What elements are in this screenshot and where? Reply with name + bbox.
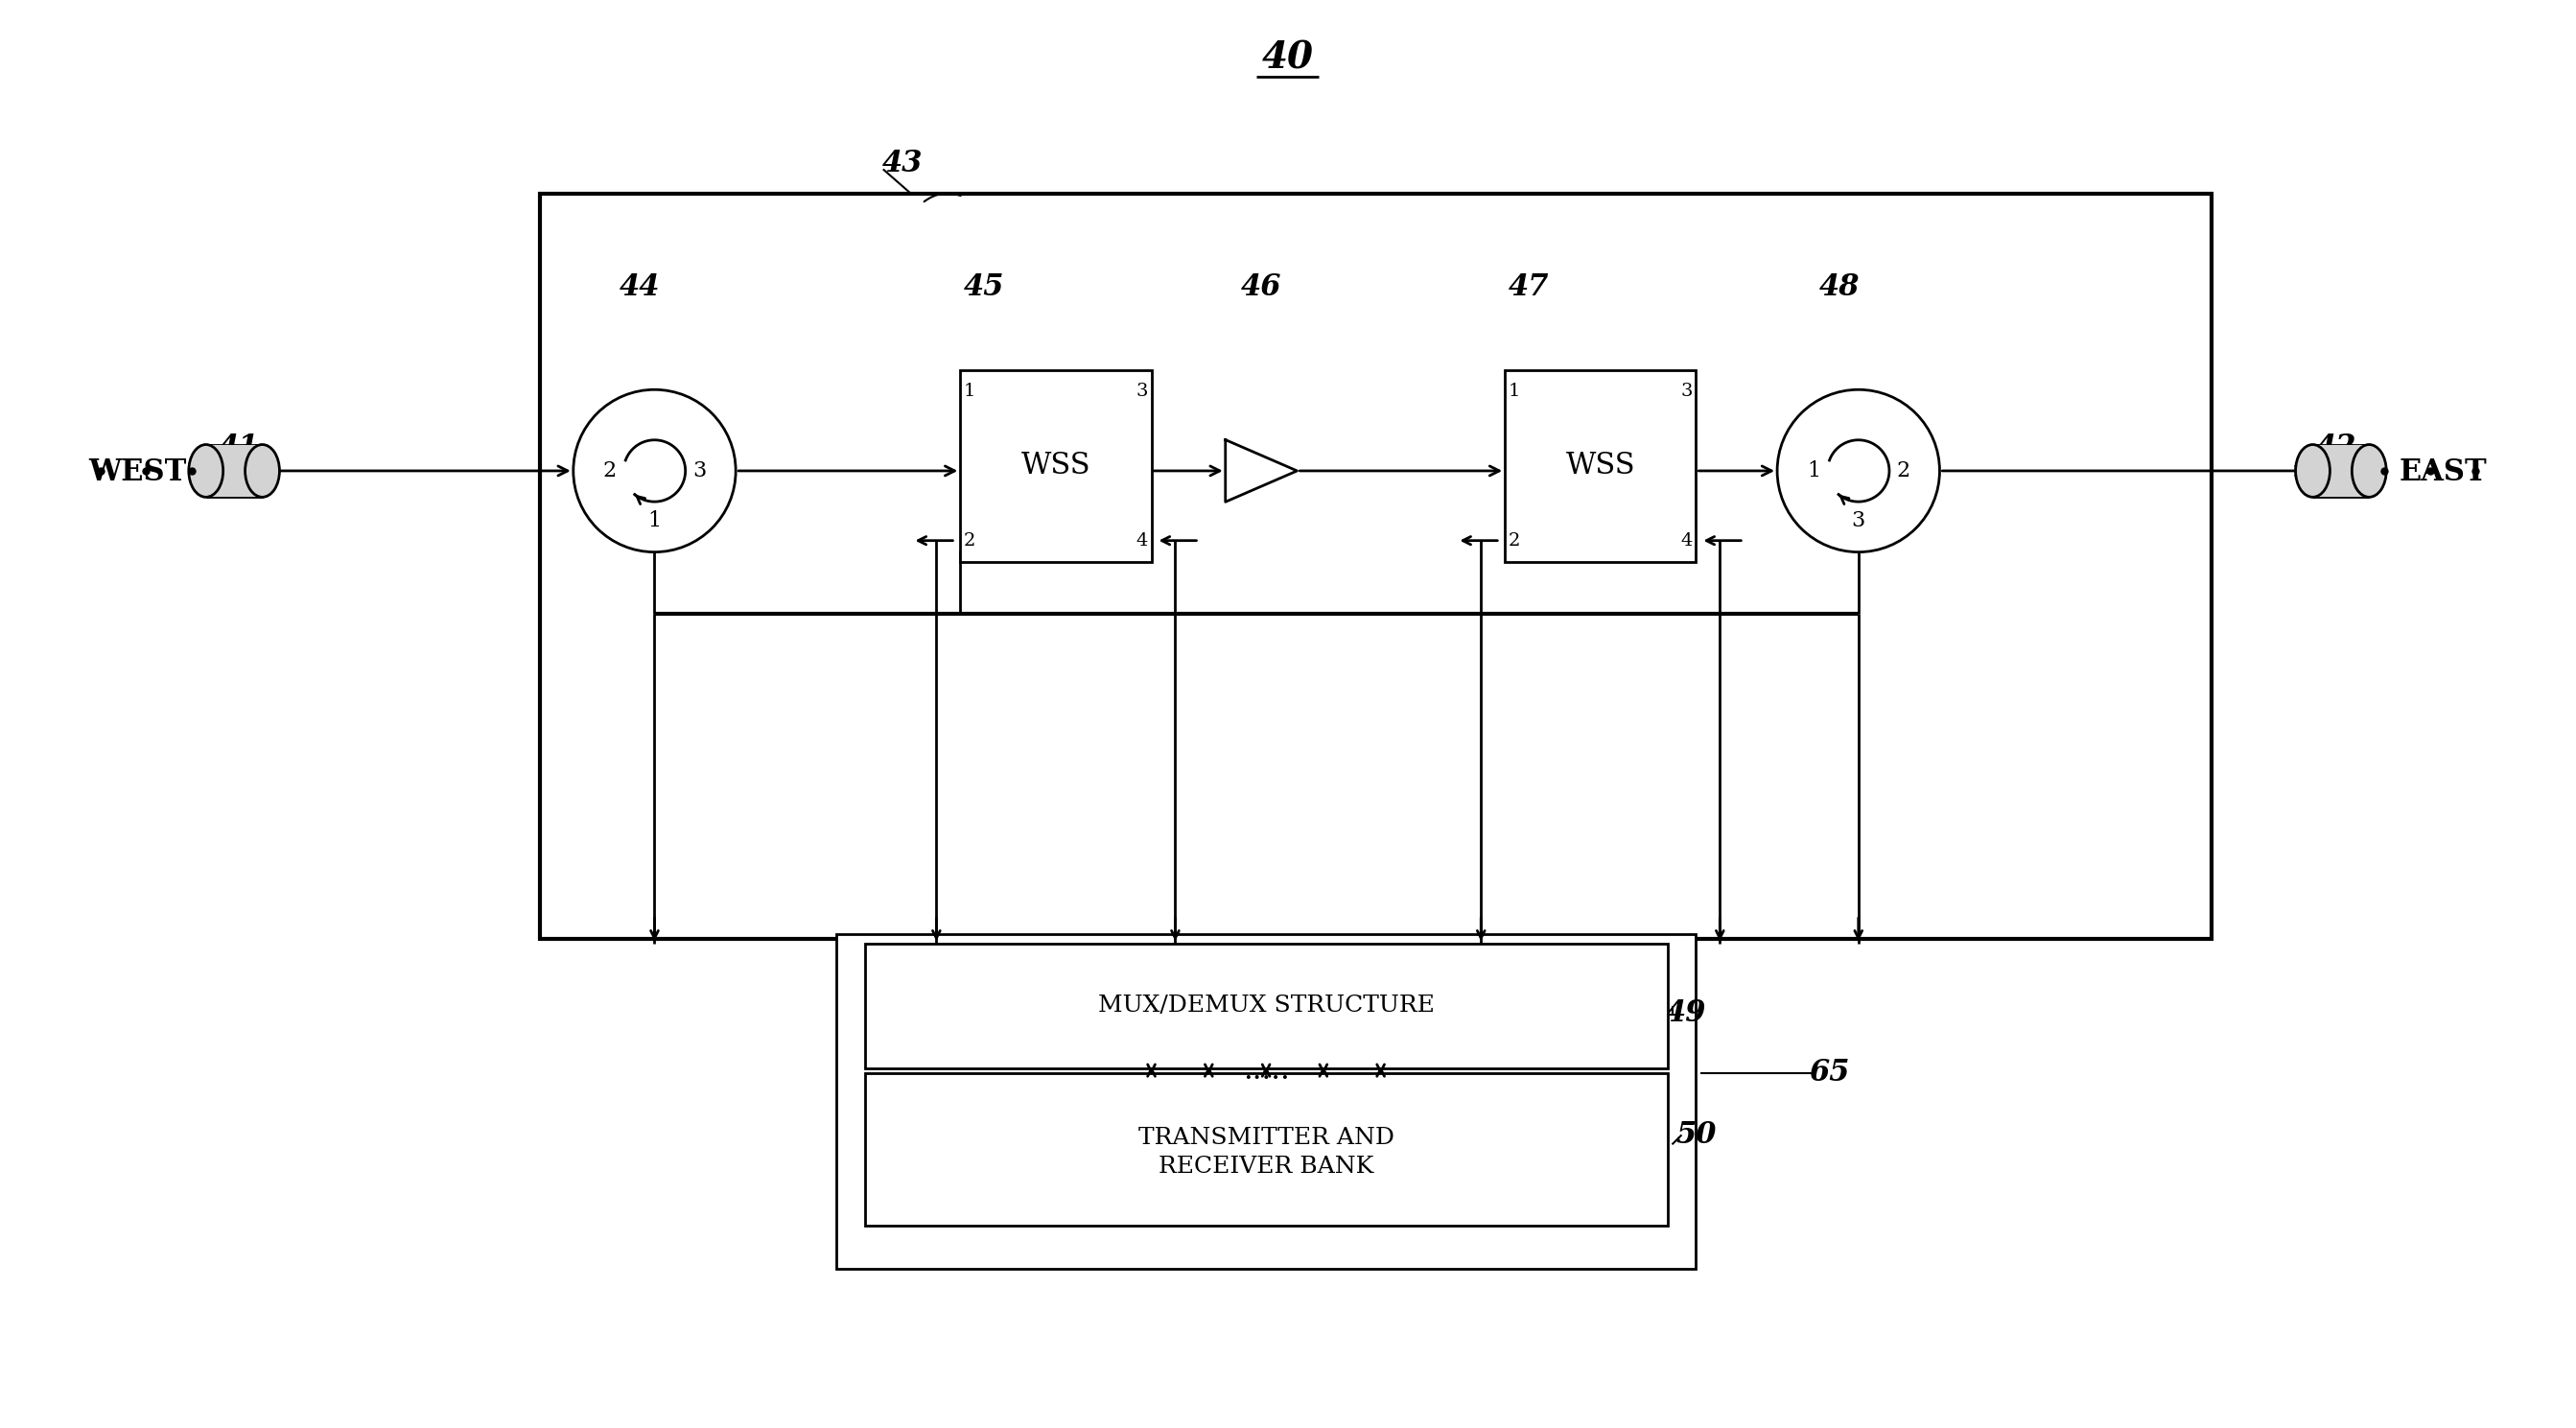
Text: 2: 2 [963, 533, 976, 550]
Text: 41: 41 [219, 433, 260, 461]
Text: 3: 3 [1852, 511, 1865, 531]
Text: WSS: WSS [1566, 451, 1636, 481]
Polygon shape [1226, 440, 1298, 501]
Text: WEST: WEST [90, 458, 188, 487]
Text: TRANSMITTER AND: TRANSMITTER AND [1139, 1127, 1394, 1148]
Text: 44: 44 [621, 273, 659, 303]
Circle shape [1777, 390, 1940, 553]
Ellipse shape [2295, 444, 2329, 497]
Text: RECEIVER BANK: RECEIVER BANK [1159, 1155, 1373, 1178]
Text: MUX/DEMUX STRUCTURE: MUX/DEMUX STRUCTURE [1097, 995, 1435, 1017]
Text: 42: 42 [2316, 433, 2357, 461]
Text: 46: 46 [1242, 273, 1283, 303]
Text: 2: 2 [1896, 460, 1909, 481]
Text: 3: 3 [1136, 383, 1149, 400]
Bar [961, 370, 1151, 561]
Text: 48: 48 [1819, 273, 1860, 303]
Circle shape [574, 390, 737, 553]
Text: .....: ..... [1242, 1055, 1291, 1085]
Text: 47: 47 [1510, 273, 1548, 303]
Text: 40: 40 [1262, 40, 1314, 76]
Bar [2313, 444, 2370, 497]
Text: 50: 50 [1674, 1120, 1716, 1150]
Text: 1: 1 [1510, 383, 1520, 400]
Ellipse shape [2352, 444, 2385, 497]
Bar [866, 944, 1667, 1068]
Text: 3: 3 [1680, 383, 1692, 400]
Bar [206, 444, 263, 497]
Text: 3: 3 [693, 460, 706, 481]
Text: 4: 4 [1680, 533, 1692, 550]
Bar [837, 934, 1695, 1268]
Bar [541, 194, 2213, 940]
Text: EAST: EAST [2398, 458, 2486, 487]
Text: 45: 45 [963, 273, 1005, 303]
Text: WSS: WSS [1020, 451, 1090, 481]
Ellipse shape [245, 444, 281, 497]
Text: 1: 1 [647, 511, 662, 531]
Bar [1504, 370, 1695, 561]
Text: 43: 43 [884, 149, 922, 178]
Bar [866, 1072, 1667, 1225]
Text: 2: 2 [603, 460, 616, 481]
Text: 4: 4 [1136, 533, 1149, 550]
Text: 1: 1 [963, 383, 976, 400]
Text: 2: 2 [1510, 533, 1520, 550]
Text: 1: 1 [1806, 460, 1821, 481]
Text: 49: 49 [1667, 998, 1708, 1028]
Ellipse shape [188, 444, 224, 497]
Text: 65: 65 [1808, 1058, 1850, 1088]
